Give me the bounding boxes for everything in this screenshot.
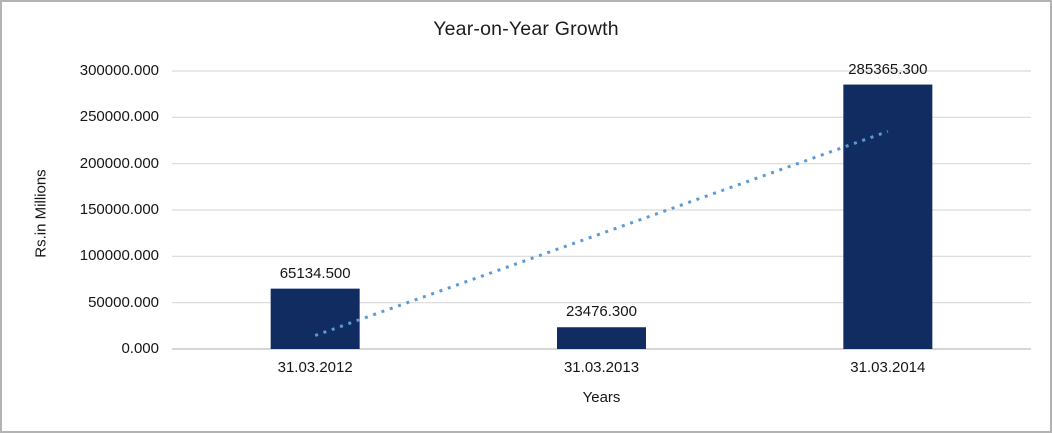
x-tick-label: 31.03.2012 bbox=[277, 359, 353, 376]
bar-value-label: 23476.300 bbox=[566, 303, 637, 321]
y-tick-label: 250000.000 bbox=[79, 108, 159, 126]
y-tick-label: 100000.000 bbox=[79, 247, 159, 265]
x-tick-label: 31.03.2013 bbox=[563, 359, 640, 376]
bar-31.03.2012 bbox=[270, 288, 360, 349]
x-axis-title: Years bbox=[582, 389, 621, 406]
bar-value-label: 65134.500 bbox=[279, 264, 351, 282]
chart-title: Year-on-Year Growth bbox=[433, 18, 619, 40]
y-tick-label: 150000.000 bbox=[79, 201, 159, 218]
bar-31.03.2014 bbox=[843, 84, 933, 349]
bar-value-label: 285365.300 bbox=[848, 60, 928, 78]
y-tick-label: 300000.000 bbox=[79, 62, 159, 79]
y-tick-label: 200000.000 bbox=[79, 154, 159, 172]
bar-31.03.2013 bbox=[557, 327, 646, 349]
y-tick-label: 0.000 bbox=[121, 340, 159, 357]
x-tick-label: 31.03.2014 bbox=[850, 359, 926, 376]
y-tick-label: 50000.000 bbox=[88, 293, 159, 311]
